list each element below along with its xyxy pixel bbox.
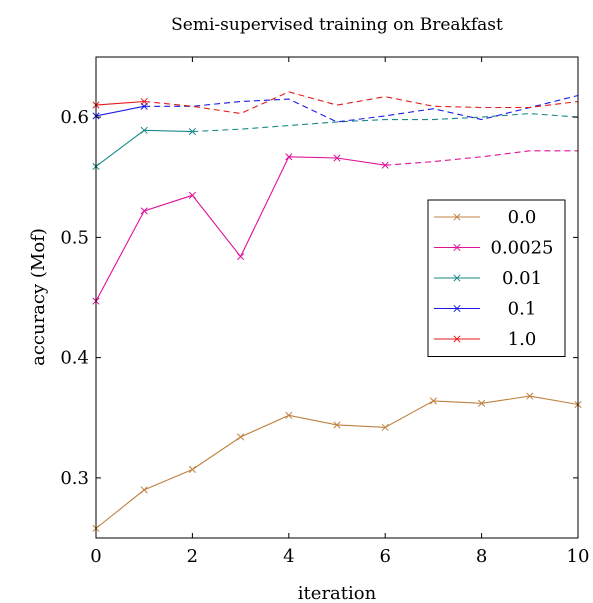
series-0.01 [92, 112, 579, 170]
data-point [333, 154, 341, 162]
legend-label: 0.0 [508, 207, 537, 228]
x-tick-label: 10 [567, 546, 590, 567]
x-tick-label: 6 [379, 546, 390, 567]
x-tick-label: 4 [283, 546, 294, 567]
y-tick-label: 0.5 [60, 227, 89, 248]
legend-entry: 0.1 [434, 299, 536, 320]
x-tick-label: 0 [90, 546, 101, 567]
legend-entry: 0.01 [434, 268, 542, 289]
data-point [333, 421, 341, 429]
y-tick-label: 0.3 [60, 468, 89, 489]
legend: 0.0 0.0025 0.01 0.1 1.0 [427, 199, 566, 357]
series-0.1 [92, 94, 579, 123]
legend-swatch-marker [453, 335, 461, 343]
legend-label: 0.0025 [491, 238, 554, 259]
data-point [526, 392, 534, 400]
legend-label: 1.0 [508, 329, 537, 350]
chart-title: Semi-supervised training on Breakfast [171, 15, 503, 35]
series-dashed-line [144, 91, 579, 115]
data-point [285, 153, 293, 161]
series-dashed-line [192, 112, 579, 133]
series-solid-line [95, 105, 145, 117]
legend-swatch-marker [453, 243, 461, 252]
y-axis-ticks: 0.3 0.4 0.5 0.6 [60, 107, 578, 489]
plot-frame [95, 56, 579, 539]
legend-swatch-marker [453, 213, 461, 221]
data-point [140, 126, 148, 134]
data-point [237, 433, 245, 441]
y-tick-label: 0.6 [60, 107, 89, 128]
legend-label: 0.01 [502, 268, 542, 289]
plot-series [92, 91, 582, 532]
y-axis-label: accuracy (Mof) [28, 228, 49, 366]
x-axis-ticks: 0 2 4 6 8 10 [90, 57, 589, 567]
series-dashed-line [144, 94, 579, 123]
legend-swatch-marker [453, 274, 461, 282]
series-solid-line [95, 100, 145, 106]
legend-entry: 1.0 [434, 329, 536, 350]
data-point [381, 161, 389, 169]
data-point [237, 253, 245, 261]
y-tick-label: 0.4 [60, 348, 89, 369]
data-point [429, 397, 437, 405]
x-axis-label: iteration [298, 583, 377, 603]
data-point [140, 97, 148, 106]
x-tick-label: 8 [476, 546, 487, 567]
x-tick-label: 2 [187, 546, 198, 567]
legend-swatch-marker [453, 304, 461, 313]
series-solid-line [95, 129, 193, 167]
data-point [478, 399, 486, 407]
legend-entry: 0.0025 [434, 238, 553, 259]
series-0.0025 [92, 150, 578, 305]
data-point [188, 465, 196, 474]
data-point [285, 411, 293, 419]
legend-entry: 0.0 [434, 207, 536, 228]
data-point [140, 207, 148, 215]
legend-label: 0.1 [508, 299, 537, 320]
series-0.0 [92, 392, 582, 532]
series-solid-line [95, 395, 579, 529]
data-point [188, 191, 196, 199]
data-point [188, 128, 196, 136]
data-point [140, 486, 148, 494]
series-solid-line [95, 156, 386, 302]
series-1.0 [92, 91, 579, 115]
data-point [381, 423, 389, 431]
series-dashed-line [385, 150, 578, 166]
